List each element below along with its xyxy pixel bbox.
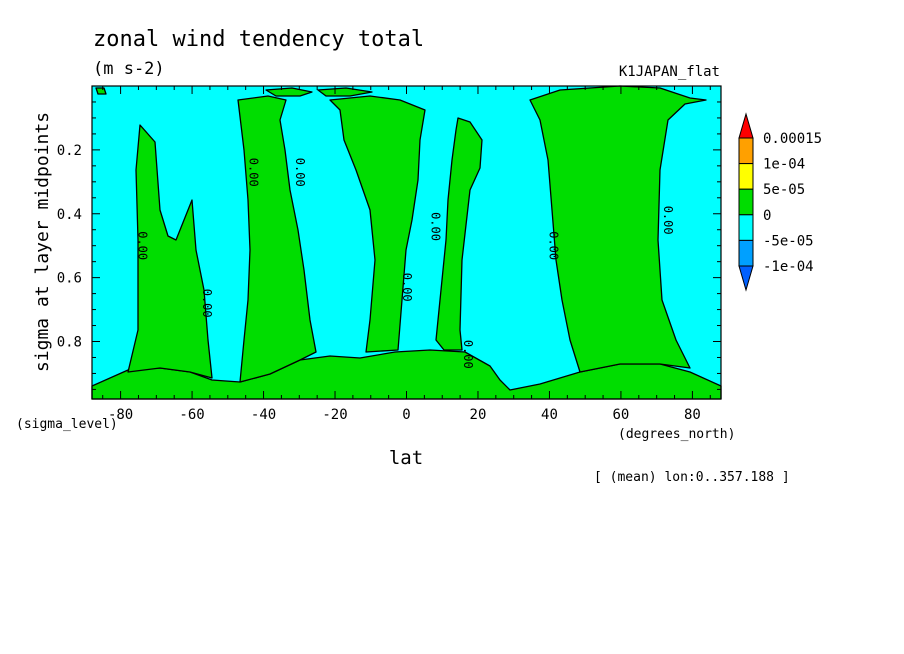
region-column-eq bbox=[329, 95, 426, 353]
contour-label: 0.00 bbox=[246, 158, 260, 187]
averaging-note: [ (mean) lon:0..357.188 ] bbox=[594, 470, 790, 485]
contour-label: 0.00 bbox=[429, 212, 443, 241]
region-column-nh-15 bbox=[435, 117, 483, 351]
colorbar-level-label: 1e-04 bbox=[763, 157, 805, 173]
contour-label: 0.00 bbox=[400, 273, 414, 302]
contour-label: 0.00 bbox=[136, 231, 150, 260]
y-axis-title: sigma at layer midpoints bbox=[32, 112, 53, 372]
region-top-patch-2 bbox=[317, 87, 373, 97]
x-tick-label: 0 bbox=[402, 407, 410, 423]
x-tick-label: 40 bbox=[541, 407, 558, 423]
x-axis-unit: (degrees_north) bbox=[618, 427, 735, 442]
contour-label: 0.00 bbox=[200, 289, 214, 318]
y-axis-ticks: 0.2 0.4 0.6 0.8 bbox=[57, 101, 721, 390]
chart-title: zonal wind tendency total bbox=[93, 27, 424, 52]
contour-label: 0.00 bbox=[461, 340, 475, 369]
colorbar-swatch bbox=[738, 214, 754, 241]
x-tick-label: -40 bbox=[251, 407, 276, 423]
x-tick-label: -20 bbox=[322, 407, 347, 423]
x-tick-label: 20 bbox=[470, 407, 487, 423]
colorbar-level-label: -1e-04 bbox=[763, 259, 814, 275]
colorbar-swatch bbox=[738, 137, 754, 165]
colorbar-swatch bbox=[738, 163, 754, 190]
contour-label: 0.00 bbox=[293, 158, 307, 187]
contour-label: 0.00 bbox=[661, 206, 675, 235]
colorbar-level-label: 5e-05 bbox=[763, 182, 805, 198]
x-axis-ticks: -80 -60 -40 -20 0 20 40 60 80 bbox=[102, 86, 711, 423]
colorbar-bottom-triangle bbox=[738, 265, 754, 292]
region-column-sh-40 bbox=[237, 95, 317, 383]
x-tick-label: 80 bbox=[684, 407, 701, 423]
colorbar-level-label: 0.00015 bbox=[763, 131, 822, 147]
colorbar-swatch bbox=[738, 188, 754, 216]
colorbar-level-label: 0 bbox=[763, 208, 771, 224]
region-column-sh-75 bbox=[127, 124, 213, 379]
y-tick-label: 0.2 bbox=[57, 143, 82, 159]
x-tick-label: -80 bbox=[108, 407, 133, 423]
positive-regions bbox=[91, 85, 722, 400]
colorbar-swatch bbox=[738, 239, 754, 267]
plot-area: 0.00 0.00 0.00 0.00 0.00 0.00 0.00 0.00 0.00 -80… bbox=[57, 85, 722, 423]
region-top-patch-3 bbox=[95, 87, 107, 95]
region-top-patch-1 bbox=[265, 87, 313, 97]
region-column-nh-58 bbox=[529, 85, 707, 373]
colorbar: 0.00015 1e-04 5e-05 0 -5e-05 -1e-04 bbox=[738, 112, 822, 292]
y-tick-label: 0.4 bbox=[57, 207, 82, 223]
x-tick-label: -60 bbox=[179, 407, 204, 423]
chart-units: (m s-2) bbox=[93, 59, 165, 79]
x-tick-label: 60 bbox=[613, 407, 630, 423]
y-tick-label: 0.6 bbox=[57, 271, 82, 287]
dataset-label: K1JAPAN_flat bbox=[619, 64, 720, 80]
y-axis-unit: (sigma_level) bbox=[16, 417, 118, 432]
colorbar-level-label: -5e-05 bbox=[763, 233, 814, 249]
x-axis-title: lat bbox=[389, 447, 423, 469]
colorbar-top-triangle bbox=[738, 112, 754, 139]
y-tick-label: 0.8 bbox=[57, 335, 82, 351]
contour-labels: 0.00 0.00 0.00 0.00 0.00 0.00 0.00 0.00 0.00 bbox=[136, 158, 675, 369]
contour-label: 0.00 bbox=[547, 231, 561, 260]
